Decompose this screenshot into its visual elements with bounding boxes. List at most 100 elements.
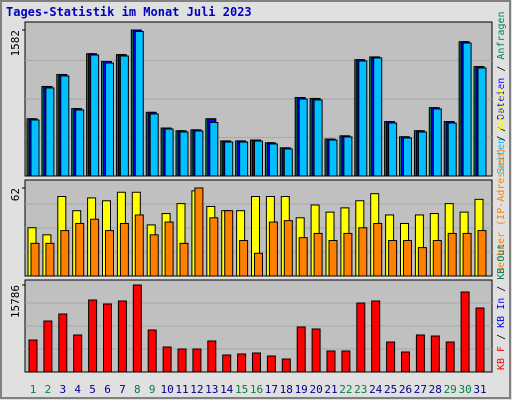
- bar: [162, 346, 172, 373]
- bar: [43, 320, 53, 373]
- legend: Seiten / Dateien / Anfragen: [496, 11, 507, 174]
- bar: [177, 348, 187, 373]
- bar: [75, 222, 85, 277]
- bar: [477, 67, 487, 177]
- bar: [147, 329, 157, 373]
- x-tick-label: 20: [309, 383, 322, 396]
- bar: [179, 242, 189, 277]
- x-tick-label: 10: [160, 383, 173, 396]
- bar: [207, 340, 217, 373]
- bar: [28, 339, 38, 373]
- bar: [105, 230, 114, 277]
- bar: [30, 242, 40, 277]
- legend-separator: /: [496, 60, 507, 78]
- bar: [298, 237, 308, 277]
- bar: [341, 350, 351, 373]
- y-tick-label: 15786: [9, 285, 22, 318]
- bar: [239, 141, 249, 177]
- bar: [475, 307, 485, 373]
- legend-separator: /: [496, 280, 507, 298]
- bar: [45, 242, 55, 277]
- x-tick-label: 1: [30, 383, 37, 396]
- legend-separator: /: [496, 130, 507, 148]
- x-tick-label: 8: [134, 383, 141, 396]
- bar: [58, 313, 68, 373]
- bar: [254, 252, 263, 277]
- x-tick-label: 2: [45, 383, 52, 396]
- x-tick-label: 7: [119, 383, 126, 396]
- bar: [283, 148, 293, 177]
- x-tick-label: 6: [104, 383, 111, 396]
- bar: [343, 136, 353, 177]
- x-tick-label: 17: [265, 383, 278, 396]
- bar: [224, 210, 234, 277]
- bar: [415, 334, 425, 373]
- bar: [239, 240, 249, 277]
- bar: [252, 352, 261, 373]
- legend-entry: Anfragen: [496, 11, 507, 59]
- legend: Rechner (IP-Adressen) / Besuche: [496, 87, 507, 274]
- y-tick-label: 62: [9, 188, 22, 201]
- bar: [268, 143, 278, 177]
- bar: [192, 348, 202, 373]
- bar: [90, 54, 100, 177]
- legend: KB F / KB In / KB Out: [496, 244, 507, 370]
- bar: [73, 334, 83, 373]
- x-tick-label: 29: [444, 383, 457, 396]
- bar: [371, 300, 381, 373]
- bar: [209, 217, 219, 277]
- bar: [194, 130, 204, 177]
- bar: [134, 30, 144, 177]
- bar: [460, 291, 470, 373]
- bar: [313, 232, 323, 277]
- bar: [254, 140, 263, 177]
- x-tick-label: 5: [89, 383, 96, 396]
- bar: [417, 247, 427, 277]
- bar: [358, 227, 368, 277]
- legend-entry: Dateien: [496, 78, 507, 120]
- legend-separator: /: [496, 328, 507, 346]
- bar: [447, 232, 457, 277]
- bar: [343, 232, 353, 277]
- bar: [462, 232, 472, 277]
- bar: [388, 240, 398, 277]
- bar: [313, 99, 323, 177]
- x-tick-label: 9: [149, 383, 156, 396]
- bar: [75, 109, 85, 177]
- x-tick-label: 16: [250, 383, 263, 396]
- bar: [60, 230, 70, 277]
- x-tick-label: 4: [74, 383, 81, 396]
- bar: [209, 121, 219, 177]
- bar: [119, 222, 129, 277]
- bar: [149, 113, 159, 177]
- x-tick-label: 13: [205, 383, 218, 396]
- bar: [194, 187, 204, 277]
- bar: [388, 122, 398, 177]
- legend-entry: Seiten: [496, 138, 507, 174]
- bar: [311, 328, 321, 373]
- bar: [103, 303, 112, 373]
- bar: [356, 302, 366, 373]
- bar: [373, 222, 383, 277]
- x-tick-label: 11: [175, 383, 188, 396]
- bar: [328, 240, 338, 277]
- bar: [60, 75, 70, 177]
- x-tick-label: 31: [473, 383, 486, 396]
- bar: [237, 353, 247, 373]
- x-tick-label: 25: [384, 383, 397, 396]
- x-tick-label: 26: [399, 383, 412, 396]
- legend-entry: KB F: [496, 346, 507, 370]
- x-tick-label: 30: [458, 383, 471, 396]
- bar: [134, 214, 144, 277]
- legend-separator: /: [496, 120, 507, 138]
- bar: [386, 341, 396, 373]
- bar: [430, 335, 440, 373]
- bar: [119, 55, 129, 177]
- x-tick-label: 19: [295, 383, 308, 396]
- bar: [179, 131, 189, 177]
- bar: [268, 221, 278, 277]
- bar: [417, 131, 427, 177]
- x-tick-label: 3: [59, 383, 66, 396]
